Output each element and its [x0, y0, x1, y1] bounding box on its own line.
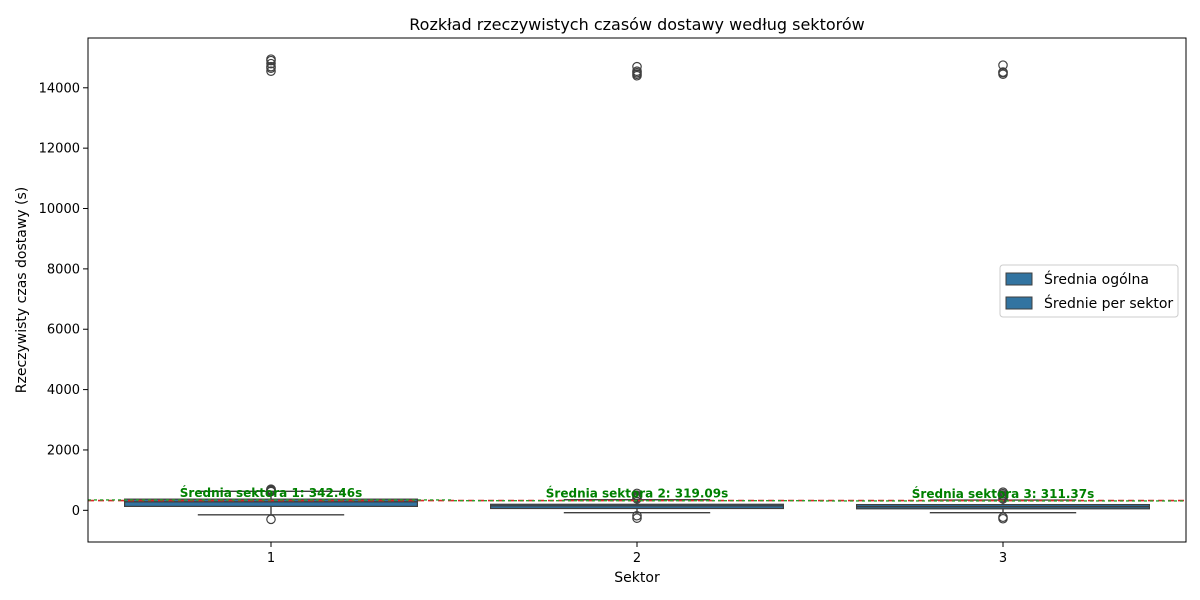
legend-frame	[999, 264, 1179, 318]
legend-swatch	[1005, 272, 1033, 286]
box-sector-1	[123, 54, 418, 525]
outlier-point	[632, 66, 642, 76]
y-tick-label: 14000	[39, 81, 80, 96]
legend-entry: Średnie per sektor	[1044, 294, 1173, 312]
outlier-point	[632, 510, 642, 521]
outlier-point	[632, 488, 642, 499]
box-sector-2	[490, 61, 784, 523]
outlier-point	[266, 66, 276, 76]
plot-area: Średnia sektora 1: 342.46s Średnia sektor…	[88, 54, 1186, 525]
outlier-point	[998, 60, 1008, 70]
legend: Średnia ogólna Średnie per sektor	[999, 264, 1179, 318]
y-axis-label: Rzeczywisty czas dostawy (s)	[14, 187, 30, 393]
chart-title: Rozkład rzeczywistych czasów dostawy wed…	[409, 15, 864, 34]
outlier-point	[998, 487, 1008, 498]
legend-entry: Średnia ogólna	[1044, 270, 1149, 288]
sector-mean-label: Średnia sektora 3: 311.37s	[912, 486, 1094, 501]
y-tick-label: 12000	[39, 142, 80, 157]
outlier-point	[266, 61, 276, 72]
outlier-point	[266, 484, 276, 494]
y-tick-label: 8000	[47, 262, 80, 277]
outlier-point	[998, 513, 1008, 524]
y-tick-label: 6000	[47, 323, 80, 338]
outlier-point	[266, 514, 276, 525]
outlier-point	[632, 61, 642, 72]
x-tick-label: 3	[999, 551, 1007, 566]
x-tick-label: 2	[633, 551, 641, 566]
axes: 0 2000 4000 6000 8000 10000 12000 14000 1 2 3	[39, 37, 1187, 566]
sector-mean-label: Średnia sektora 2: 319.09s	[546, 486, 728, 501]
y-tick-label: 10000	[39, 202, 80, 217]
sector-mean-label: Średnia sektora 1: 342.46s	[180, 485, 362, 500]
y-tick-label: 0	[72, 504, 80, 519]
outlier-point	[632, 513, 642, 523]
legend-swatch	[1005, 296, 1033, 310]
outlier-point	[266, 58, 276, 69]
y-tick-label: 4000	[47, 383, 80, 398]
box-iqr	[123, 498, 418, 507]
x-tick-label: 1	[267, 551, 275, 566]
y-tick-label: 2000	[47, 443, 80, 458]
outlier-point	[266, 54, 276, 64]
outlier-point	[998, 67, 1008, 77]
x-axis-label: Sektor	[614, 570, 660, 586]
